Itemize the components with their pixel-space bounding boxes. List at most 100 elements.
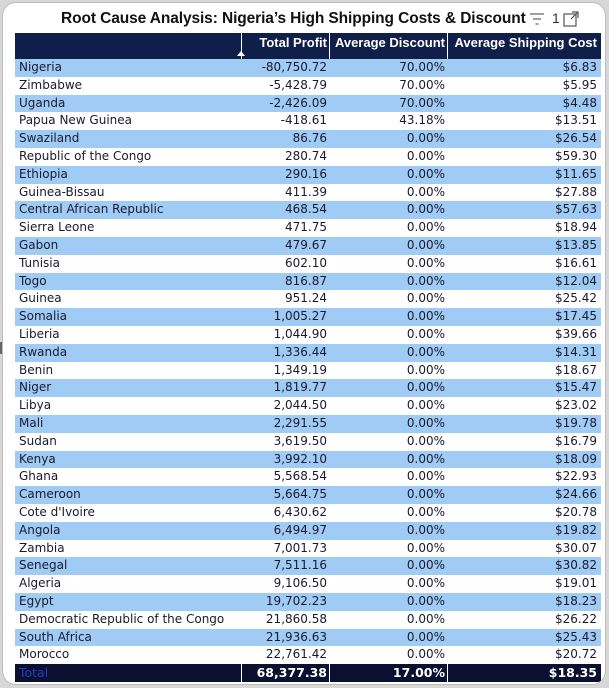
total-label: Total bbox=[19, 665, 49, 681]
table-row[interactable]: Tunisia 602.10 0.00% $16.61 bbox=[15, 254, 601, 273]
average-shipping-cost-cell: $59.30 bbox=[555, 148, 597, 163]
country-cell: Benin bbox=[19, 362, 54, 377]
average-discount-cell: 0.00% bbox=[406, 220, 445, 235]
average-shipping-cost-cell: $16.61 bbox=[555, 255, 597, 270]
table-row[interactable]: Cote d'Ivoire 6,430.62 0.00% $20.78 bbox=[15, 503, 601, 522]
total-profit-cell: -5,428.79 bbox=[269, 77, 327, 92]
table-row[interactable]: Egypt 19,702.23 0.00% $18.23 bbox=[15, 592, 601, 611]
total-profit-cell: 7,511.16 bbox=[273, 558, 327, 573]
total-profit-cell: 1,336.44 bbox=[273, 344, 327, 359]
table-row[interactable]: Swaziland 86.76 0.00% $26.54 bbox=[15, 130, 601, 148]
table-row[interactable]: Ghana 5,568.54 0.00% $22.93 bbox=[15, 468, 601, 487]
average-shipping-cost-cell: $13.51 bbox=[555, 113, 597, 128]
table-row[interactable]: Uganda -2,426.09 70.00% $4.48 bbox=[15, 94, 601, 113]
table-row[interactable]: Gabon 479.67 0.00% $13.85 bbox=[15, 236, 601, 255]
average-discount-cell: 0.00% bbox=[406, 326, 445, 341]
table-row[interactable]: Morocco 22,761.42 0.00% $20.72 bbox=[15, 646, 601, 665]
table-row[interactable]: Sudan 3,619.50 0.00% $16.79 bbox=[15, 432, 601, 451]
table-row[interactable]: Cameroon 5,664.75 0.00% $24.66 bbox=[15, 486, 601, 504]
table-row[interactable]: Democratic Republic of the Congo 21,860.5… bbox=[15, 610, 601, 629]
column-header-average-discount[interactable]: Average Discount bbox=[334, 35, 445, 50]
average-shipping-cost-cell: $26.22 bbox=[555, 611, 597, 626]
column-header-country[interactable] bbox=[15, 33, 241, 59]
country-cell: Zimbabwe bbox=[19, 77, 83, 92]
country-cell: Ghana bbox=[19, 469, 59, 484]
average-shipping-cost-cell: $39.66 bbox=[555, 326, 597, 341]
table-row[interactable]: Central African Republic 468.54 0.00% $57.6… bbox=[15, 201, 601, 220]
average-shipping-cost-cell: $19.01 bbox=[555, 576, 597, 591]
table-row[interactable]: Togo 816.87 0.00% $12.04 bbox=[15, 272, 601, 291]
country-cell: Papua New Guinea bbox=[19, 113, 133, 128]
table-row[interactable]: Sierra Leone 471.75 0.00% $18.94 bbox=[15, 219, 601, 237]
average-discount-cell: 70.00% bbox=[399, 77, 445, 92]
country-cell: Republic of the Congo bbox=[19, 148, 152, 163]
table-row[interactable]: Senegal 7,511.16 0.00% $30.82 bbox=[15, 557, 601, 576]
average-discount-cell: 0.00% bbox=[406, 362, 445, 377]
table-row[interactable]: Liberia 1,044.90 0.00% $39.66 bbox=[15, 325, 601, 344]
country-cell: Sudan bbox=[19, 433, 57, 448]
country-cell: Liberia bbox=[19, 326, 60, 341]
table-body: Nigeria -80,750.72 70.00% $6.83 Zimbabwe -5,4… bbox=[15, 59, 601, 665]
average-discount-cell: 43.18% bbox=[399, 113, 445, 128]
average-discount-cell: 0.00% bbox=[406, 415, 445, 430]
total-profit-cell: 468.54 bbox=[285, 202, 327, 217]
focus-mode-icon[interactable] bbox=[562, 10, 580, 28]
average-shipping-cost-cell: $18.23 bbox=[555, 593, 597, 608]
table-row[interactable]: Rwanda 1,336.44 0.00% $14.31 bbox=[15, 343, 601, 362]
total-profit-cell: 6,494.97 bbox=[273, 522, 327, 537]
average-discount-cell: 0.00% bbox=[406, 273, 445, 288]
column-header-average-shipping-cost[interactable]: Average Shipping Cost bbox=[454, 35, 597, 50]
country-cell: Libya bbox=[19, 398, 52, 413]
total-profit-cell: 471.75 bbox=[285, 220, 327, 235]
table-row[interactable]: Ethiopia 290.16 0.00% $11.65 bbox=[15, 165, 601, 184]
average-shipping-cost-cell: $13.85 bbox=[555, 237, 597, 252]
country-cell: Togo bbox=[19, 273, 47, 288]
average-shipping-cost-cell: $30.07 bbox=[555, 540, 597, 555]
table-row[interactable]: Kenya 3,992.10 0.00% $18.09 bbox=[15, 450, 601, 469]
table-row[interactable]: Papua New Guinea -418.61 43.18% $13.51 bbox=[15, 112, 601, 131]
average-discount-cell: 0.00% bbox=[406, 504, 445, 519]
table-row[interactable]: Mali 2,291.55 0.00% $19.78 bbox=[15, 414, 601, 433]
table-row[interactable]: Republic of the Congo 280.74 0.00% $59.30 bbox=[15, 147, 601, 166]
table-row[interactable]: Zimbabwe -5,428.79 70.00% $5.95 bbox=[15, 76, 601, 95]
average-shipping-cost-cell: $6.83 bbox=[562, 60, 597, 74]
column-divider bbox=[447, 33, 448, 59]
filter-icon[interactable] bbox=[529, 12, 545, 26]
table-row[interactable]: Nigeria -80,750.72 70.00% $6.83 bbox=[15, 59, 601, 77]
total-shipping-cost-value: $18.35 bbox=[548, 665, 597, 681]
country-cell: Senegal bbox=[19, 558, 68, 573]
average-discount-cell: 0.00% bbox=[406, 629, 445, 644]
total-profit-cell: 479.67 bbox=[285, 237, 327, 252]
average-shipping-cost-cell: $19.78 bbox=[555, 415, 597, 430]
total-profit-cell: 9,106.50 bbox=[273, 576, 327, 591]
table-row[interactable]: Zambia 7,001.73 0.00% $30.07 bbox=[15, 539, 601, 558]
resize-handle[interactable] bbox=[0, 342, 3, 354]
table-row[interactable]: Libya 2,044.50 0.00% $23.02 bbox=[15, 397, 601, 415]
total-profit-cell: 3,619.50 bbox=[273, 433, 327, 448]
total-profit-cell: 21,860.58 bbox=[265, 611, 327, 626]
table-header: Total Profit Average Discount Average Sh… bbox=[15, 33, 601, 59]
average-discount-cell: 0.00% bbox=[406, 184, 445, 199]
table-row[interactable]: Niger 1,819.77 0.00% $15.47 bbox=[15, 379, 601, 398]
table-row[interactable]: Guinea-Bissau 411.39 0.00% $27.88 bbox=[15, 183, 601, 202]
column-divider bbox=[329, 33, 330, 59]
average-shipping-cost-cell: $26.54 bbox=[555, 131, 597, 146]
table-row[interactable]: Benin 1,349.19 0.00% $18.67 bbox=[15, 361, 601, 380]
average-discount-cell: 0.00% bbox=[406, 522, 445, 537]
table-row[interactable]: Algeria 9,106.50 0.00% $19.01 bbox=[15, 575, 601, 593]
total-profit-cell: 6,430.62 bbox=[273, 504, 327, 519]
average-discount-cell: 0.00% bbox=[406, 131, 445, 146]
table-row[interactable]: Angola 6,494.97 0.00% $19.82 bbox=[15, 521, 601, 540]
table-row[interactable]: South Africa 21,936.63 0.00% $25.43 bbox=[15, 628, 601, 647]
column-divider bbox=[329, 664, 330, 683]
average-shipping-cost-cell: $5.95 bbox=[562, 77, 597, 92]
average-discount-cell: 0.00% bbox=[406, 202, 445, 217]
column-header-total-profit[interactable]: Total Profit bbox=[259, 35, 327, 50]
average-shipping-cost-cell: $27.88 bbox=[555, 184, 597, 199]
table-row[interactable]: Somalia 1,005.27 0.00% $17.45 bbox=[15, 308, 601, 326]
total-profit-cell: 816.87 bbox=[285, 273, 327, 288]
average-shipping-cost-cell: $25.43 bbox=[555, 629, 597, 644]
table-row[interactable]: Guinea 951.24 0.00% $25.42 bbox=[15, 290, 601, 309]
average-discount-cell: 0.00% bbox=[406, 237, 445, 252]
